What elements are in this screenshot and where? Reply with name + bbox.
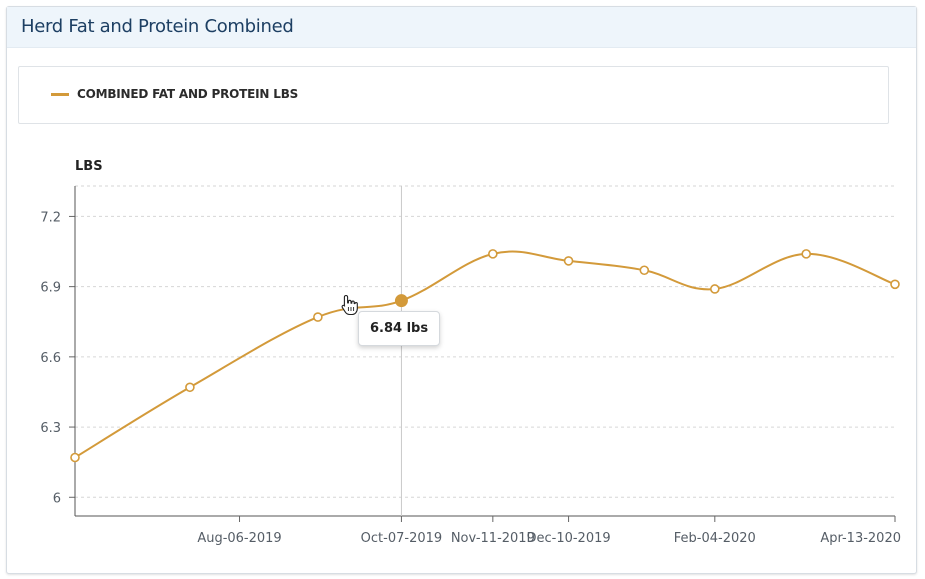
data-point-highlighted[interactable] [394, 294, 408, 308]
data-point[interactable] [70, 452, 80, 463]
data-point[interactable] [313, 312, 323, 322]
panel-title: Herd Fat and Protein Combined [21, 16, 294, 37]
y-tick-label: 6.6 [40, 351, 61, 366]
x-tick-label: Oct-07-2019 [361, 531, 443, 546]
legend: COMBINED FAT AND PROTEIN LBS [18, 66, 889, 124]
x-tick-label: Apr-13-2020 [820, 531, 901, 546]
y-tick-label: 6 [53, 491, 61, 506]
y-tick-label: 7.2 [40, 210, 61, 225]
axes [69, 186, 896, 522]
data-point[interactable] [639, 265, 650, 276]
legend-label: COMBINED FAT AND PROTEIN LBS [77, 87, 299, 101]
gridlines [75, 185, 895, 498]
y-tick-labels: 6 6.3 6.6 6.9 7.2 [40, 210, 61, 506]
data-point[interactable] [488, 249, 498, 259]
data-point[interactable] [801, 249, 812, 259]
x-tick-labels: Aug-06-2019 Oct-07-2019 Nov-11-2019Dec-10-… [197, 531, 901, 546]
hand-cursor-icon [341, 294, 358, 316]
data-point[interactable] [185, 382, 195, 393]
data-points [70, 249, 900, 463]
x-tick-label: Nov-11-2019 [451, 531, 535, 546]
x-tick-label: Aug-06-2019 [197, 531, 281, 546]
data-point[interactable] [710, 284, 720, 294]
data-point[interactable] [890, 279, 900, 290]
x-tick-label: Feb-04-2020 [674, 531, 756, 546]
data-point[interactable] [563, 256, 574, 266]
y-axis-title: LBS [75, 159, 103, 174]
y-tick-label: 6.9 [40, 281, 61, 296]
tooltip: 6.84 lbs [358, 311, 441, 346]
y-tick-label: 6.3 [40, 421, 61, 436]
panel-header: Herd Fat and Protein Combined [7, 7, 916, 48]
legend-item[interactable]: COMBINED FAT AND PROTEIN LBS [51, 87, 298, 101]
x-tick-label: Dec-10-2019 [526, 531, 610, 546]
legend-swatch [51, 92, 69, 96]
series-line [74, 250, 896, 459]
